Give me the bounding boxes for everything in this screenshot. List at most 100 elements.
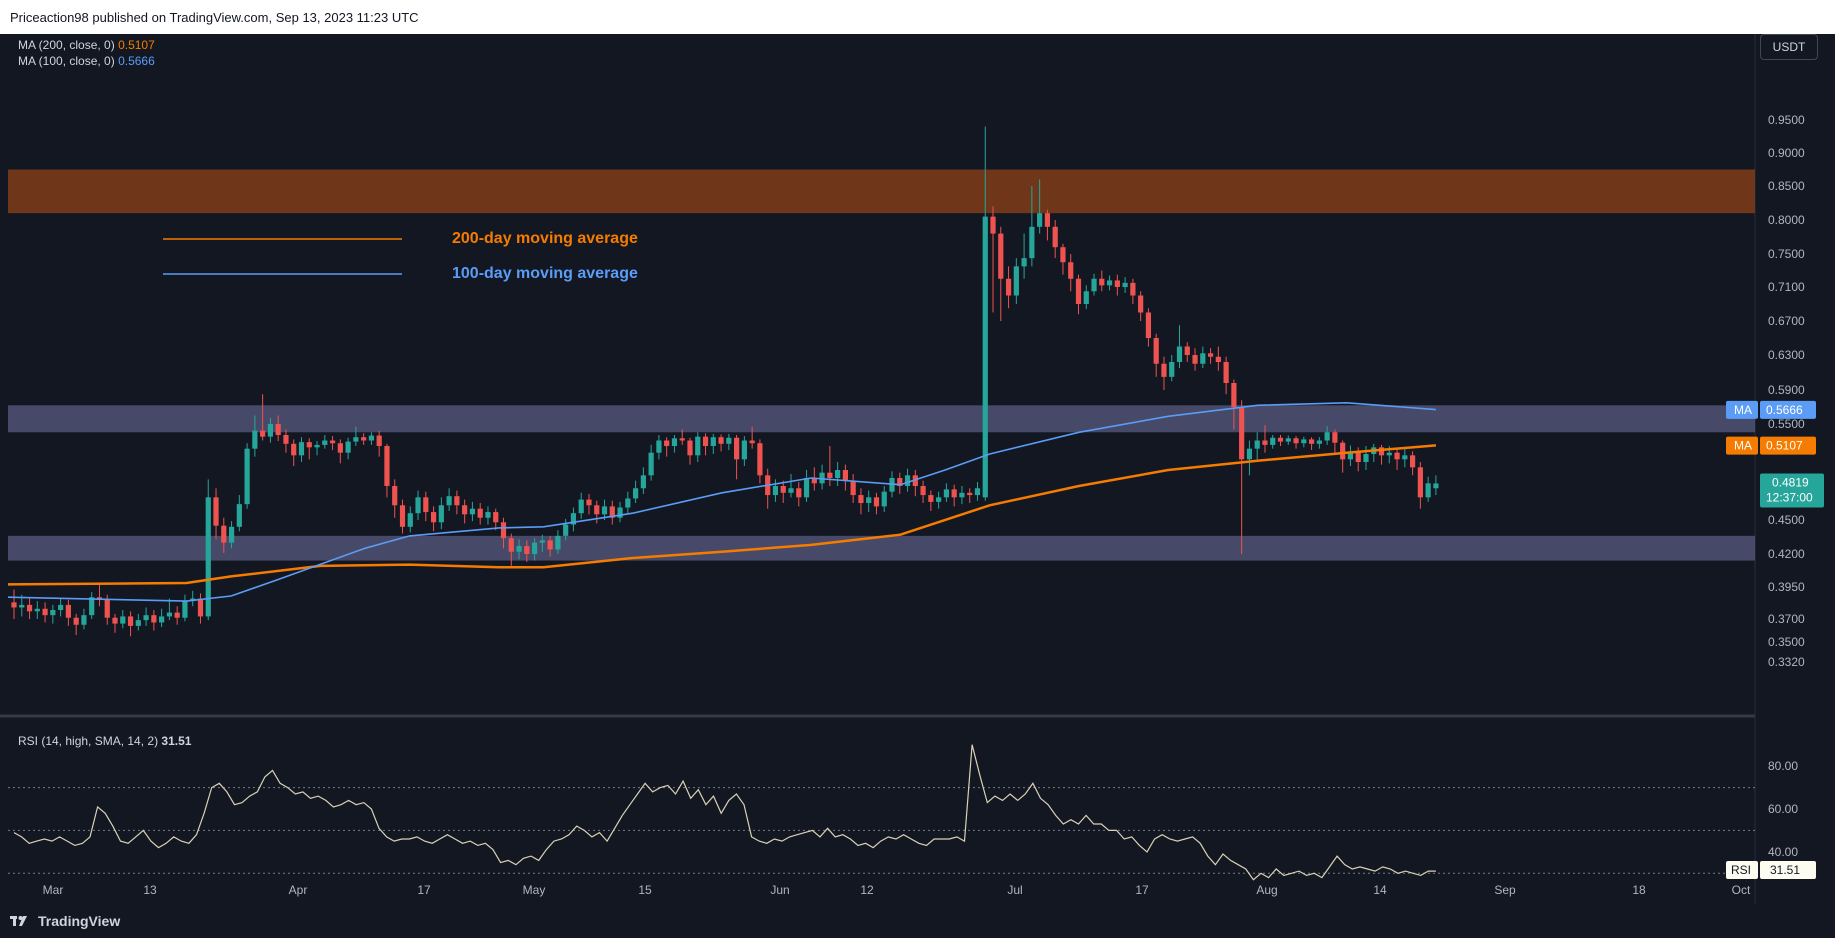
candle: [1207, 353, 1214, 357]
candle: [1091, 278, 1097, 292]
candle: [835, 470, 841, 478]
candle: [819, 472, 825, 484]
candle: [205, 497, 211, 617]
candle: [34, 608, 40, 612]
candle: [578, 499, 584, 514]
candle: [1145, 312, 1152, 338]
candle: [734, 437, 740, 460]
x-tick-label: Apr: [289, 883, 308, 897]
last-price-label: [1760, 473, 1824, 508]
legend-ma100[interactable]: MA (100, close, 0) 0.5666: [18, 54, 155, 68]
candle: [1029, 226, 1035, 259]
x-tick-label: Sep: [1494, 883, 1516, 897]
y-tick-label: 0.3320: [1768, 655, 1805, 669]
candle: [656, 440, 662, 453]
ma200-tag-label: MA: [1734, 439, 1752, 453]
candle: [1378, 447, 1385, 456]
y-tick-label: 0.5900: [1768, 383, 1805, 397]
x-tick-label: Jun: [770, 883, 789, 897]
candle: [407, 513, 413, 527]
candle: [337, 443, 343, 453]
candle: [1169, 362, 1175, 377]
candle: [1114, 280, 1120, 287]
candle: [430, 512, 437, 523]
candle: [671, 438, 678, 446]
candle: [298, 442, 305, 456]
candle: [1130, 282, 1136, 296]
candle: [726, 437, 732, 444]
candle: [89, 597, 95, 616]
y-tick-label: 0.7500: [1768, 247, 1805, 261]
candle: [1254, 440, 1260, 449]
rsi-y-tick-label: 60.00: [1768, 802, 1798, 816]
candle: [633, 488, 639, 499]
legend-ma100-label: MA (100, close, 0): [18, 54, 115, 68]
candle: [1005, 278, 1012, 296]
candle: [1192, 355, 1198, 364]
x-tick-label: Oct: [1732, 883, 1751, 897]
candle: [1433, 483, 1439, 489]
candle: [19, 604, 25, 608]
y-tick-label: 0.3500: [1768, 635, 1805, 649]
candle: [1021, 258, 1027, 267]
zone-upper-range: [8, 405, 1755, 433]
publisher-bar: Priceaction98 published on TradingView.c…: [0, 0, 1835, 34]
candle: [702, 436, 709, 446]
candle: [664, 440, 670, 446]
candle: [1013, 266, 1019, 296]
candle: [236, 504, 242, 527]
last-price-countdown: 12:37:00: [1766, 490, 1813, 504]
candle: [329, 440, 336, 444]
x-tick-label: 17: [417, 883, 431, 897]
candle: [159, 616, 165, 623]
candle: [135, 620, 141, 626]
candle: [1316, 440, 1322, 444]
candle: [866, 497, 872, 503]
candle: [741, 440, 747, 460]
candle: [104, 599, 110, 618]
legend-rsi[interactable]: RSI (14, high, SMA, 14, 2) 31.51: [18, 734, 191, 748]
candle: [1044, 213, 1051, 227]
candle: [1176, 346, 1183, 362]
candle: [291, 443, 297, 456]
rsi-line: [13, 744, 1436, 881]
candle: [353, 437, 359, 442]
candle: [749, 440, 755, 444]
annotation-ma200-text: 200-day moving average: [452, 230, 638, 247]
x-tick-label: Jul: [1007, 883, 1022, 897]
y-tick-label: 0.6700: [1768, 314, 1805, 328]
candle: [943, 489, 949, 498]
x-tick-label: Mar: [43, 883, 64, 897]
candle: [151, 615, 157, 623]
candle: [485, 512, 491, 518]
candle: [531, 542, 538, 554]
candle: [1060, 247, 1066, 263]
x-tick-label: 13: [143, 883, 157, 897]
candle: [1355, 452, 1361, 462]
candle: [127, 616, 134, 626]
candle: [1246, 448, 1253, 460]
currency-button[interactable]: USDT: [1760, 34, 1818, 60]
ma100-price-label: [1760, 400, 1816, 419]
candle: [586, 499, 592, 506]
candle: [1215, 356, 1221, 362]
publisher-text: Priceaction98 published on TradingView.c…: [10, 9, 419, 25]
ma100-tag: [1726, 400, 1758, 419]
legend-rsi-label: RSI (14, high, SMA, 14, 2): [18, 734, 159, 748]
candle: [415, 497, 421, 514]
candle: [687, 440, 693, 456]
legend-ma200[interactable]: MA (200, close, 0) 0.5107: [18, 38, 155, 52]
candle: [617, 507, 623, 518]
candle: [570, 513, 577, 525]
rsi-y-tick-label: 80.00: [1768, 759, 1798, 773]
candle: [1394, 452, 1400, 460]
candle: [384, 446, 390, 486]
x-tick-label: 12: [860, 883, 874, 897]
candle: [695, 436, 701, 456]
candle: [1301, 439, 1307, 444]
legend-ma200-label: MA (200, close, 0): [18, 38, 115, 52]
chart[interactable]: 200-day moving average 100-day moving ave…: [0, 34, 1835, 904]
candle: [1083, 291, 1089, 304]
candle: [1068, 262, 1074, 279]
zone-resistance: [8, 169, 1755, 214]
